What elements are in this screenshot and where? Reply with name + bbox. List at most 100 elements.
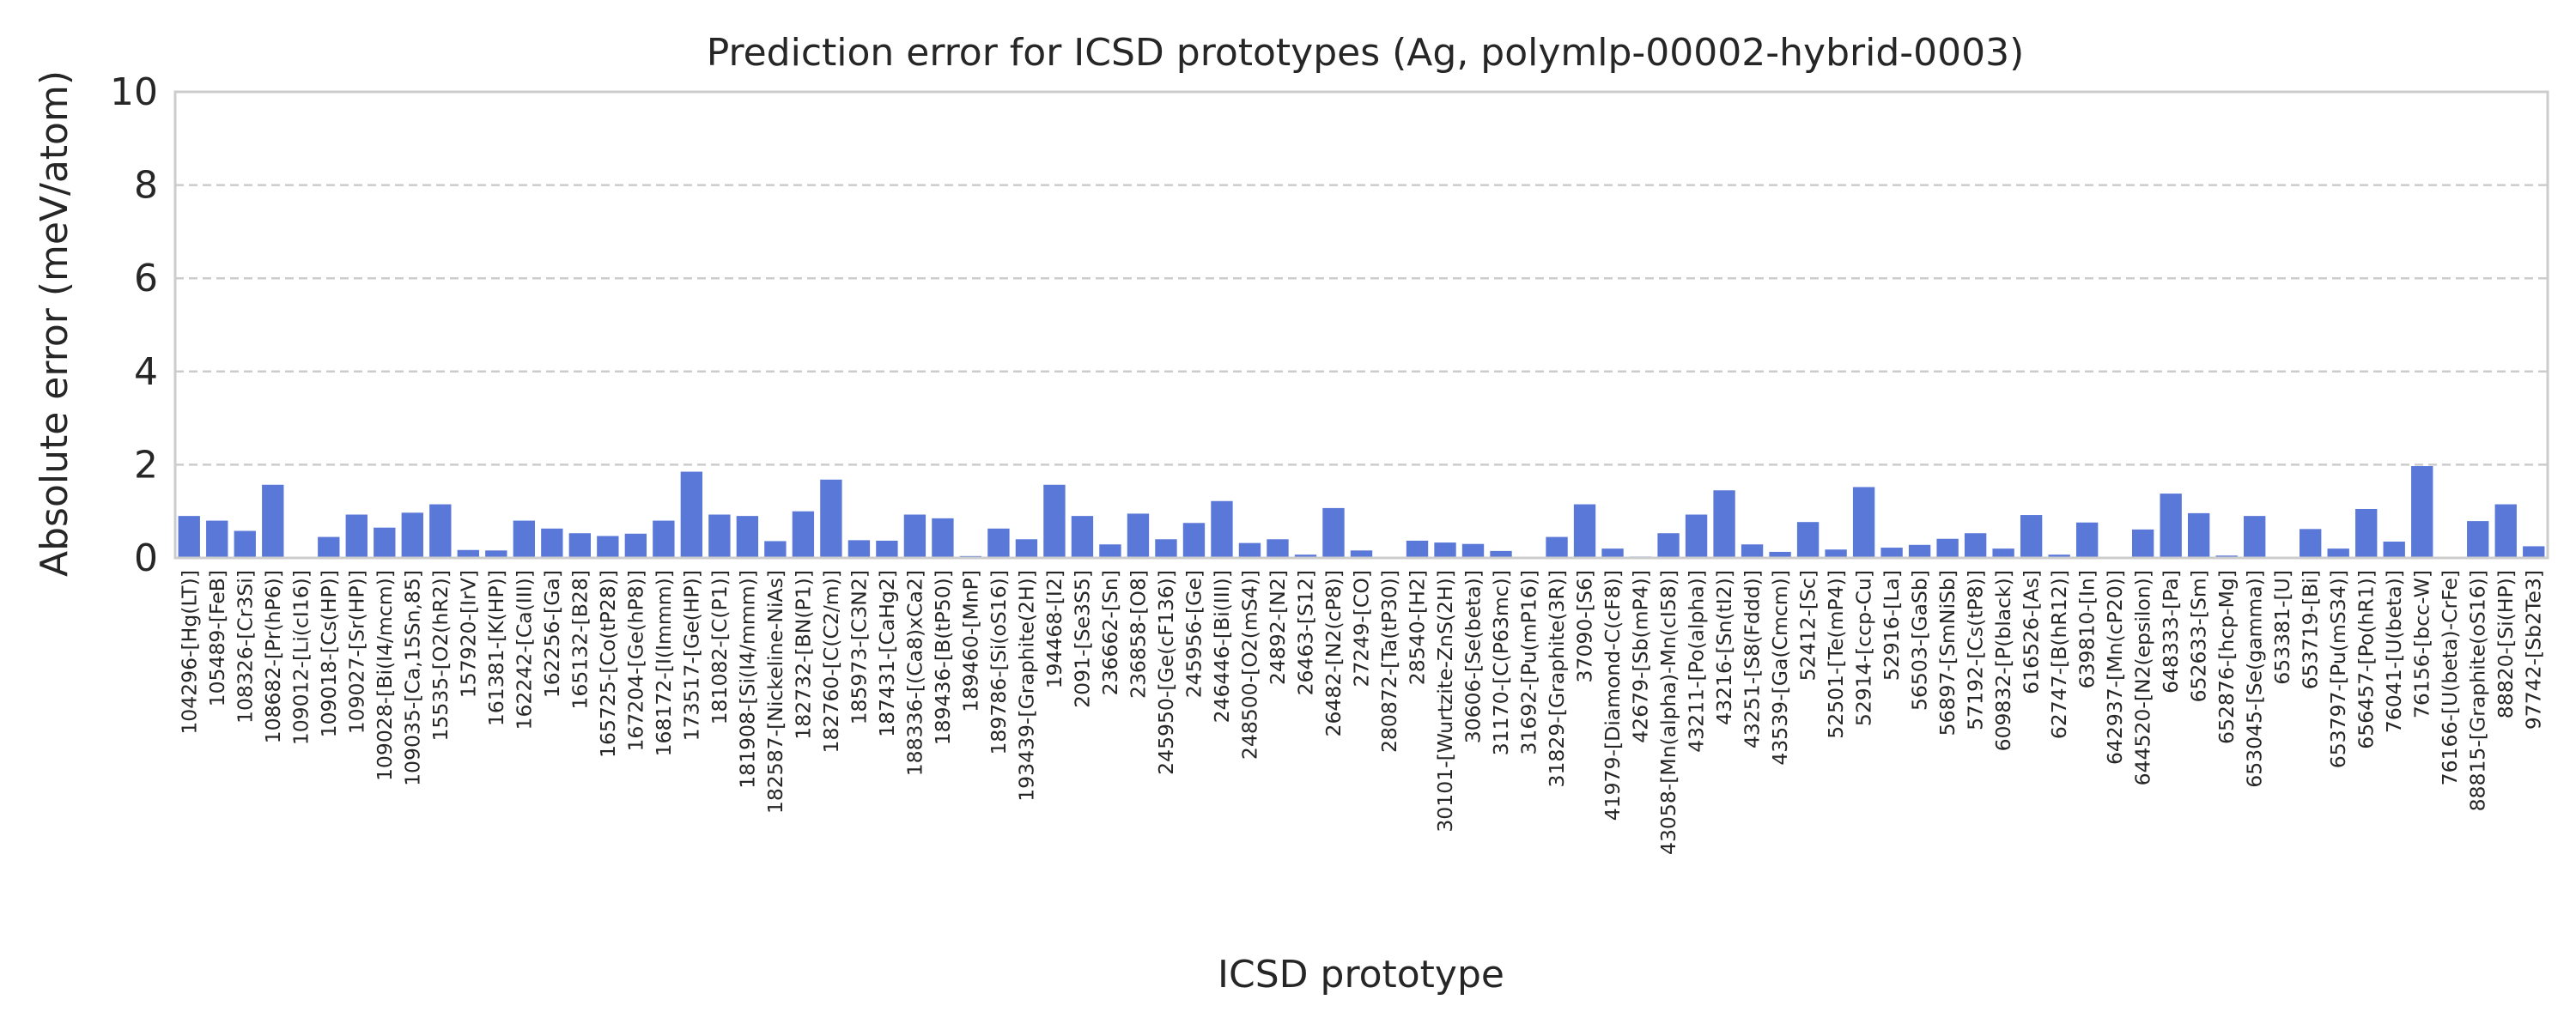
x-tick-label: 43251-[S8(Fddd)] [1741,570,1765,748]
x-tick-label: 56503-[GaSb] [1908,570,1932,711]
x-tick-label: 31692-[Pu(mP16)] [1517,570,1541,755]
bar [345,514,368,558]
bar [374,527,396,558]
bar [2075,522,2099,558]
bar [2327,548,2349,558]
y-tick-label: 4 [134,350,158,394]
x-tick-label: 109028-[Bi(I4/mcm)] [373,570,397,781]
bar [708,514,731,558]
grid-lines [175,184,2548,466]
x-tick-label: 37090-[S6] [1573,570,1597,682]
x-tick-label: 108682-[Pr(hP6)] [261,570,285,743]
bar [2467,521,2489,558]
x-axis-label: ICSD prototype [1218,953,1504,997]
x-tick-label: 652876-[hcp-Mg] [2215,570,2239,744]
x-tick-label: 109012-[Li(cI16)] [289,570,313,745]
x-tick-label: 88820-[Si(HP)] [2494,570,2518,718]
bar [1350,550,1373,558]
bar [2355,508,2378,558]
bar [792,511,815,558]
y-axis-label: Absolute error (meV/atom) [33,70,76,577]
x-tick-label: 653797-[Pu(mS34)] [2326,570,2350,768]
bar [1211,500,1233,558]
x-tick-label: 43216-[Sn(tI2)] [1712,570,1736,725]
bar [457,549,479,558]
bar [2131,529,2154,558]
bar [1825,549,1847,558]
bar [764,541,787,558]
bar [2300,529,2322,558]
x-tick-label: 109035-[Ca,15Sn,85] [400,570,424,786]
x-tick-label: 616526-[As] [2020,570,2044,694]
x-tick-label: 248500-[O2(mS4)] [1237,570,1261,760]
bar [513,520,536,558]
x-tick-label: 162242-[Ca(III)] [512,570,536,730]
bar [1546,536,1568,558]
bar [1685,514,1708,558]
bar [1936,538,1959,558]
x-tick-label: 161381-[K(HP)] [484,570,508,726]
bar [1406,540,1429,558]
bar [1796,522,1820,558]
bar [1490,550,1512,558]
bar [1322,507,1345,558]
bar [1461,543,1485,558]
y-tick-label: 0 [134,536,158,580]
x-tick-label: 181082-[C(P1)] [708,570,732,724]
bar [1573,504,1596,558]
bar [2411,466,2433,558]
x-tick-label: 653719-[Bi] [2299,570,2323,689]
bar [2244,516,2266,558]
x-tick-label: 245956-[Ge] [1182,570,1206,698]
x-tick-label: 56897-[SmNiSb] [1935,570,1959,736]
x-tick-label: 280872-[Ta(tP30)] [1377,570,1401,753]
bar [653,520,675,558]
x-tick-label: 165132-[B28] [568,570,592,710]
x-tick-label: 62747-[B(hR12)] [2047,570,2071,739]
bar [680,471,703,558]
bar [2523,546,2545,558]
x-tick-label: 109018-[Cs(HP)] [317,570,341,737]
bar [2187,512,2210,558]
bar [1043,484,1066,558]
x-tick-label: 173517-[Ge(HP)] [679,570,703,741]
bar [1099,544,1121,558]
x-tick-label: 76166-[U(beta)-CrFe] [2438,570,2462,785]
bar [541,528,563,558]
bar [820,479,842,558]
bar [1908,544,1931,558]
bar [1071,516,1094,558]
x-tick-label: 30101-[Wurtzite-ZnS(2H)] [1433,570,1457,833]
bar [206,520,228,558]
y-tick-label: 8 [134,164,158,208]
x-tick-label: 652633-[Sm] [2187,570,2211,702]
x-tick-label: 57192-[Cs(tP8)] [1964,570,1988,730]
x-tick-label: 653381-[U] [2270,570,2294,685]
x-tick-label: 52412-[Sc] [1796,570,1820,681]
x-tick-label: 52501-[Te(mP4)] [1824,570,1848,739]
x-tick-label: 43211-[Po(alpha)] [1685,570,1709,753]
x-tick-label: 168172-[I(Immm)] [652,570,676,756]
x-tick-label: 31170-[C(P63mc)] [1489,570,1513,755]
x-tick-label: 187431-[CaHg2] [875,570,899,737]
bar [597,536,619,558]
bar [2160,494,2182,558]
bar [1601,548,1624,558]
bar [903,514,927,558]
bar [1741,544,1764,558]
x-tick-label: 76156-[bcc-W] [2410,570,2434,718]
x-tick-label: 97742-[Sb2Te3] [2522,570,2546,730]
x-tick-label: 236662-[Sn] [1098,570,1122,695]
x-tick-label: 188336-[(Ca8)xCa2] [902,570,927,776]
x-tick-label: 182732-[BN(P1)] [791,570,815,740]
x-tick-label: 41979-[Diamond-C(cF8)] [1601,570,1625,821]
x-tick-label: 648333-[Pa] [2159,570,2183,694]
bar [1964,533,1987,558]
x-tick-label: 189460-[MnP] [958,570,982,712]
bar [2383,541,2405,558]
bar [1155,539,1177,558]
x-tick-label: 185973-[C3N2] [847,570,871,724]
x-tick-label: 43058-[Mn(alpha)-Mn(cI58)] [1656,570,1680,855]
x-tick-label: 246446-[Bi(III)] [1210,570,1234,723]
